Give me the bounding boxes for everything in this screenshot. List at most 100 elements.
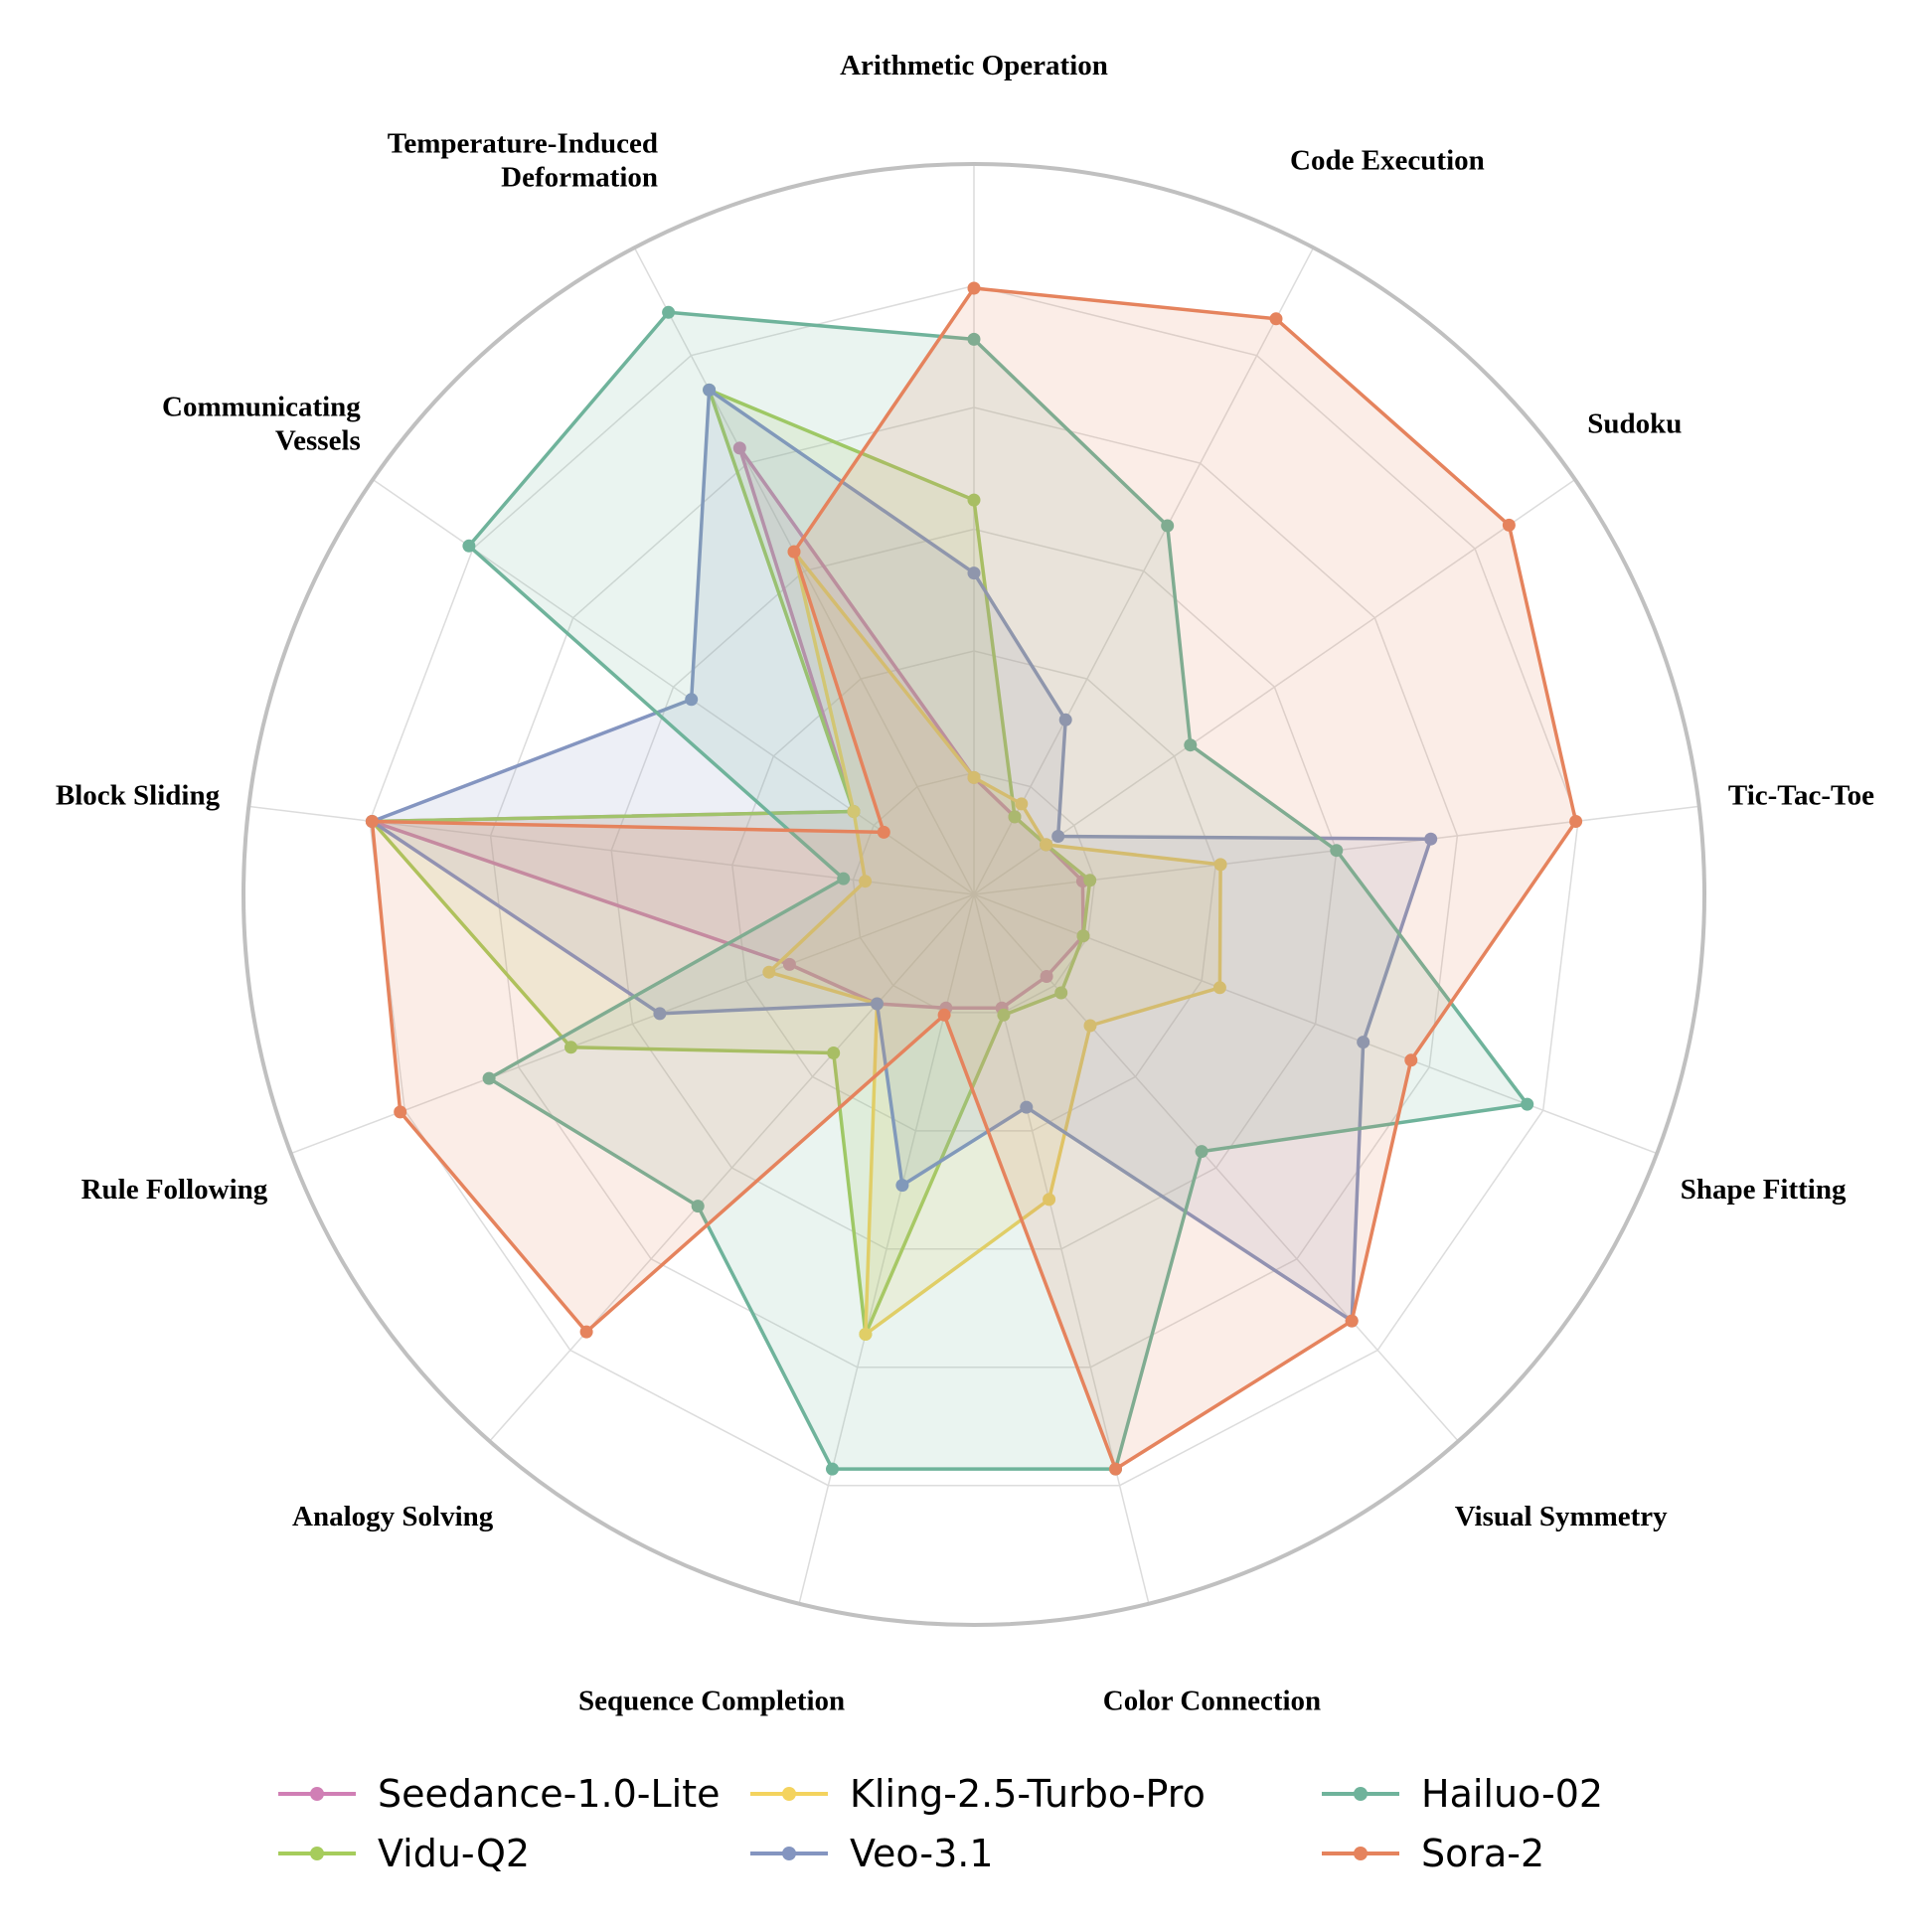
data-point [1424, 832, 1438, 846]
legend-item: Veo-3.1 [750, 1832, 994, 1875]
data-point [394, 1105, 407, 1119]
data-point [827, 1046, 841, 1059]
data-point [1212, 981, 1226, 995]
legend-swatch-marker [1354, 1847, 1368, 1860]
data-point [826, 1462, 839, 1476]
data-point [564, 1041, 577, 1054]
axis-spoke [973, 478, 1576, 895]
data-point [1040, 970, 1053, 983]
series-area [372, 447, 1083, 1009]
data-point [1043, 1193, 1056, 1207]
data-point [365, 815, 379, 828]
data-point [691, 1200, 705, 1213]
legend-swatch-marker [782, 1787, 796, 1801]
data-point [1015, 797, 1029, 811]
series-area [372, 288, 1576, 1470]
legend-item: Kling-2.5-Turbo-Pro [750, 1772, 1206, 1816]
data-point [967, 493, 981, 507]
series-Vidu-Q2 [365, 383, 1097, 1341]
data-point [662, 305, 676, 319]
data-point [1357, 1036, 1370, 1049]
legend-swatch-marker [1354, 1787, 1368, 1801]
axis-label-line: Analogy Solving [292, 1501, 494, 1532]
data-point [482, 1071, 496, 1085]
series-line [370, 286, 1578, 1471]
data-point [1076, 929, 1090, 943]
data-point [782, 957, 796, 971]
axis-spoke [489, 893, 975, 1442]
legend-label: Kling-2.5-Turbo-Pro [850, 1772, 1206, 1816]
series-Sora-2 [365, 281, 1583, 1476]
axis-label-line: Arithmetic Operation [840, 50, 1108, 81]
data-point [787, 545, 801, 559]
axis-label: Analogy Solving [292, 1501, 494, 1532]
data-point [1083, 874, 1097, 887]
data-point [895, 1179, 909, 1193]
axis-label-line: Sudoku [1587, 408, 1682, 440]
legend-label: Seedance-1.0-Lite [378, 1772, 721, 1816]
grid-ring [489, 406, 1459, 1368]
series-area [372, 390, 1090, 1335]
data-point [762, 965, 776, 979]
axis-spoke [973, 893, 1459, 1442]
data-point [1404, 1053, 1418, 1067]
axis-label: Block Sliding [56, 779, 221, 811]
legend-item: Seedance-1.0-Lite [278, 1772, 721, 1816]
data-point [967, 332, 981, 346]
legend-label: Vidu-Q2 [378, 1832, 530, 1875]
legend-item: Sora-2 [1322, 1832, 1544, 1875]
grid-ring [852, 771, 1096, 1014]
series-line [467, 310, 1530, 1471]
data-point [1269, 312, 1283, 326]
axis-label: Sudoku [1587, 408, 1682, 440]
legend-label: Sora-2 [1421, 1832, 1544, 1875]
series-area [372, 390, 1431, 1322]
axis-label-line: Code Execution [1290, 145, 1485, 177]
data-point [1213, 858, 1227, 872]
legend-swatch-marker [310, 1847, 324, 1860]
axis-label-line: Visual Symmetry [1455, 1501, 1668, 1532]
data-point [859, 1328, 873, 1341]
data-point [997, 1008, 1011, 1022]
series-layer [365, 281, 1583, 1476]
legend-item: Hailuo-02 [1322, 1772, 1603, 1816]
axis-label-line: Shape Fitting [1681, 1174, 1847, 1206]
axis-label-line: Color Connection [1103, 1686, 1321, 1717]
axis-label: Code Execution [1290, 145, 1485, 177]
grid-ring [369, 284, 1579, 1487]
data-point [871, 997, 884, 1011]
data-point [1502, 518, 1516, 532]
axis-label: Sequence Completion [578, 1686, 845, 1717]
axis-label: Arithmetic Operation [840, 50, 1108, 81]
data-point [1054, 986, 1068, 1000]
legend-swatch-marker [310, 1787, 324, 1801]
axis-label-line: Deformation [501, 162, 658, 194]
axis-label: Temperature-Induced Deformation [388, 128, 658, 194]
data-point [937, 1008, 951, 1022]
data-point [1008, 810, 1022, 824]
data-point [1345, 1314, 1359, 1328]
data-point [579, 1325, 593, 1339]
series-area [468, 312, 1528, 1470]
legend-item: Vidu-Q2 [278, 1832, 530, 1875]
series-line [767, 550, 1222, 1337]
series-Hailuo-02 [462, 305, 1534, 1476]
axis-label: Communicating Vessels [162, 392, 361, 457]
series-area [768, 552, 1221, 1335]
data-point [1195, 1145, 1208, 1159]
axis-spoke [633, 246, 975, 895]
axis-label-line: Temperature-Induced [388, 128, 658, 160]
series-line [370, 388, 1092, 1337]
axis-label: Rule Following [81, 1174, 268, 1206]
axis-label: Color Connection [1103, 1686, 1321, 1717]
axis-label-line: Rule Following [81, 1174, 268, 1206]
axis-spoke [973, 246, 1315, 895]
data-point [967, 566, 981, 580]
grid-ring [610, 528, 1338, 1250]
axis-label-line: Vessels [275, 425, 361, 457]
data-point [1569, 815, 1583, 828]
data-point [967, 281, 981, 295]
axis-label-line: Block Sliding [56, 779, 221, 811]
axis-labels: Arithmetic Operation Code Execution Sudoku… [56, 50, 1874, 1717]
